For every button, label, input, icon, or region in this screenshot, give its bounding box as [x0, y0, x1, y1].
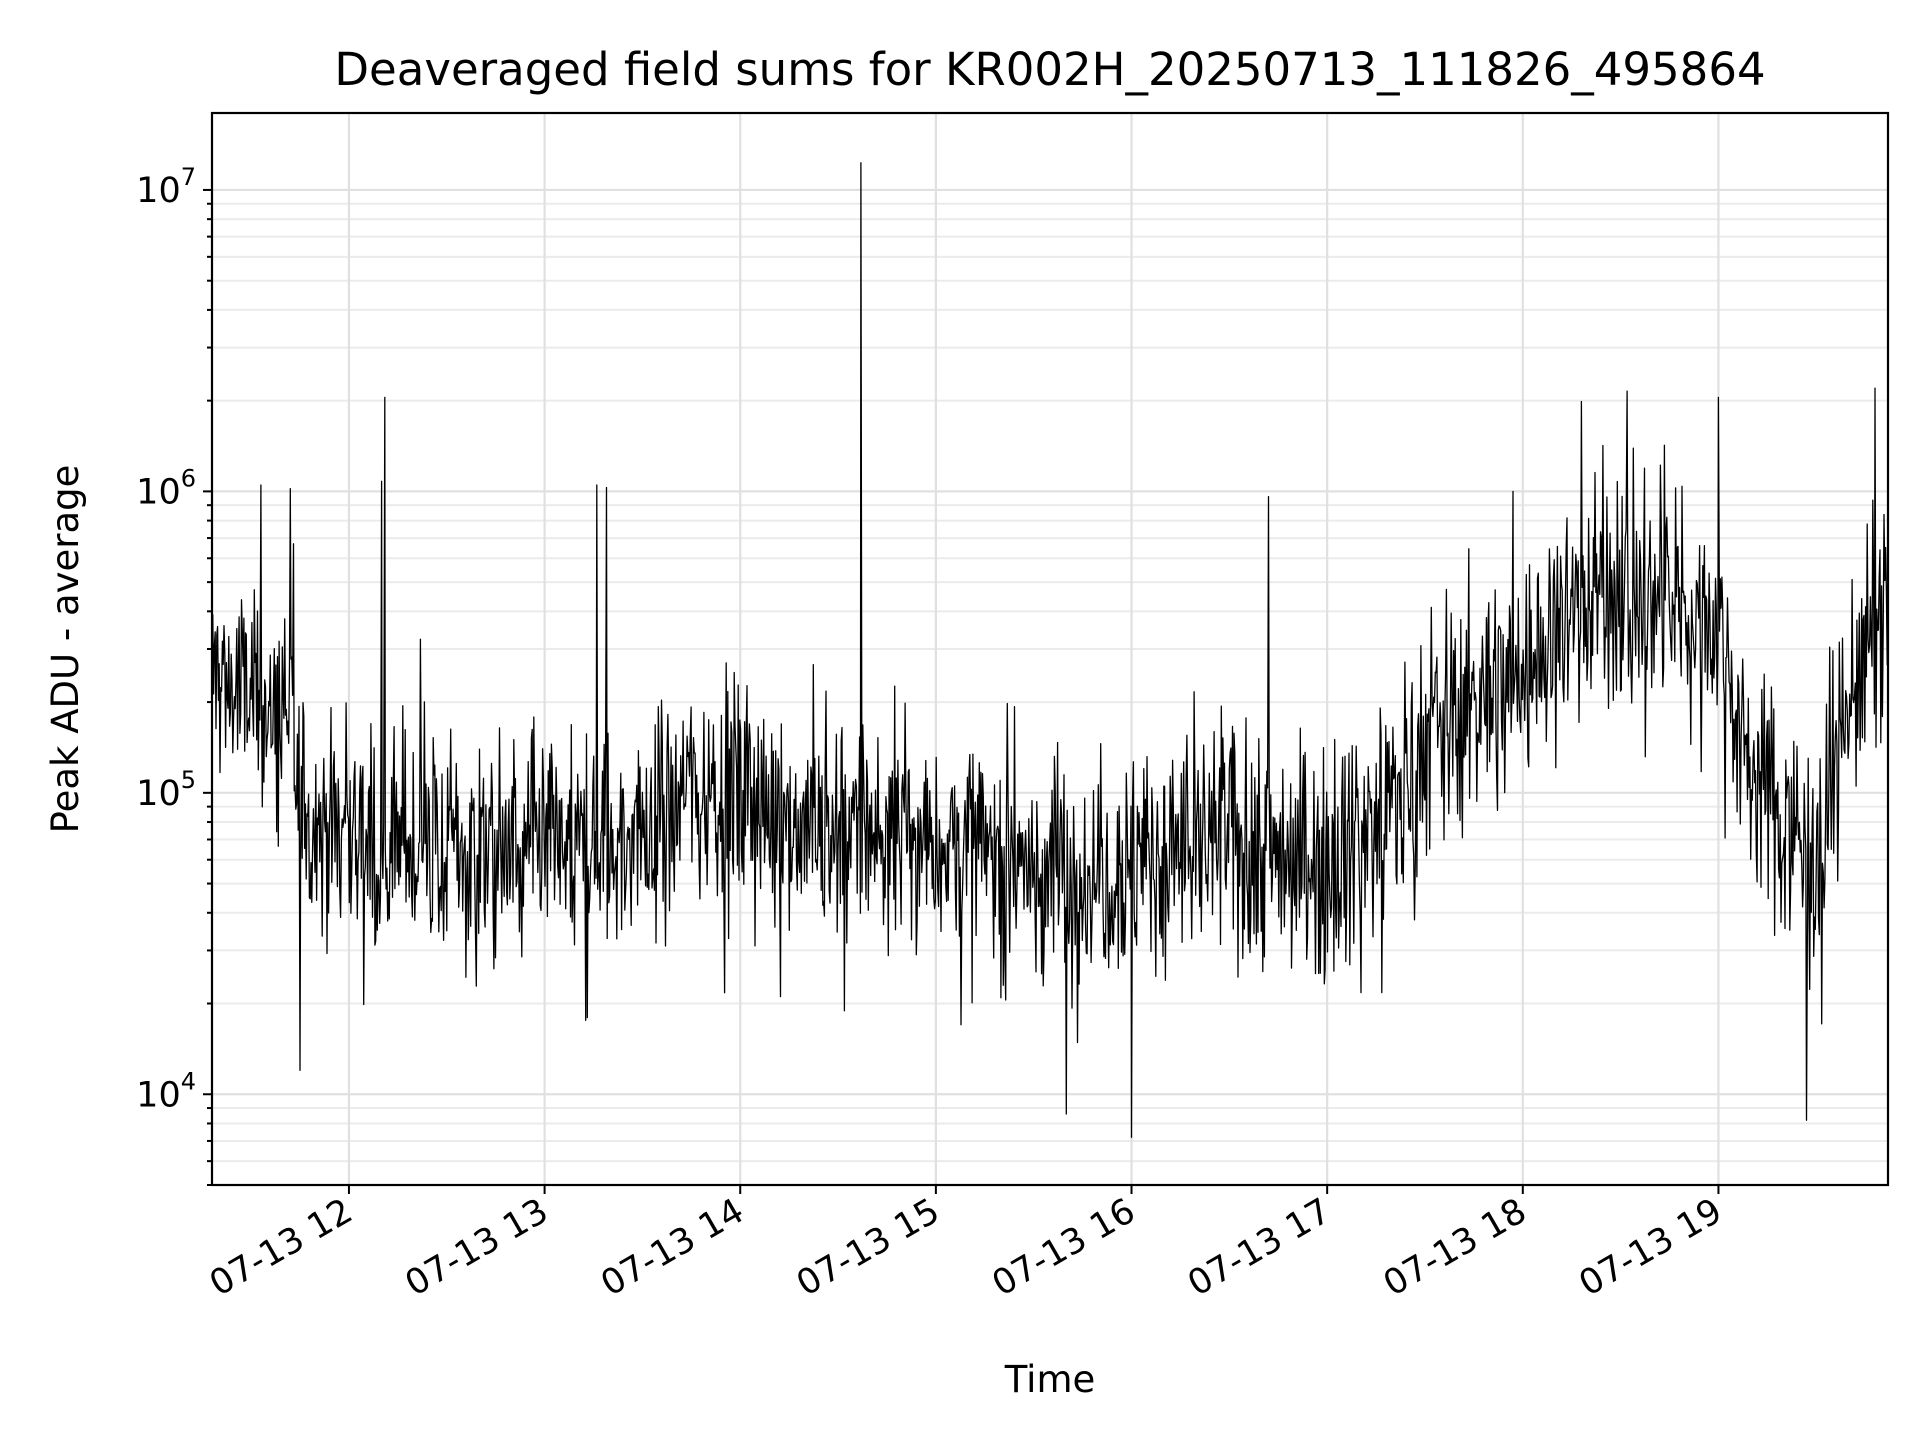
y-tick-label-base: 10 [136, 472, 181, 512]
x-tick-label: 07-13 19 [1573, 1191, 1729, 1304]
y-tick-label: 107 [136, 163, 196, 211]
chart-title: Deaveraged field sums for KR002H_2025071… [334, 43, 1765, 96]
y-tick-label-exponent: 5 [181, 766, 196, 794]
y-tick-label-base: 10 [136, 171, 181, 211]
y-tick-label-exponent: 6 [181, 464, 196, 492]
y-tick-label: 106 [136, 464, 196, 512]
x-tick-label: 07-13 14 [594, 1191, 750, 1304]
x-tick-label: 07-13 18 [1377, 1191, 1533, 1304]
x-tick-label: 07-13 13 [399, 1191, 555, 1304]
series-line [211, 162, 1889, 1138]
x-tick-label: 07-13 17 [1181, 1191, 1337, 1304]
series-layer [211, 162, 1889, 1138]
y-tick-label: 104 [136, 1067, 196, 1115]
y-axis-label: Peak ADU - average [44, 465, 87, 834]
y-tick-label-base: 10 [136, 1075, 181, 1115]
y-tick-label-base: 10 [136, 774, 181, 814]
x-tick-label: 07-13 12 [203, 1191, 359, 1304]
y-tick-label: 105 [136, 766, 196, 814]
y-tick-label-exponent: 4 [181, 1067, 196, 1095]
x-axis-label: Time [1004, 1358, 1096, 1401]
grid-lines [212, 113, 1888, 1186]
x-tick-label: 07-13 16 [986, 1191, 1142, 1304]
y-tick-label-exponent: 7 [181, 163, 196, 191]
x-tick-label: 07-13 15 [790, 1191, 946, 1304]
